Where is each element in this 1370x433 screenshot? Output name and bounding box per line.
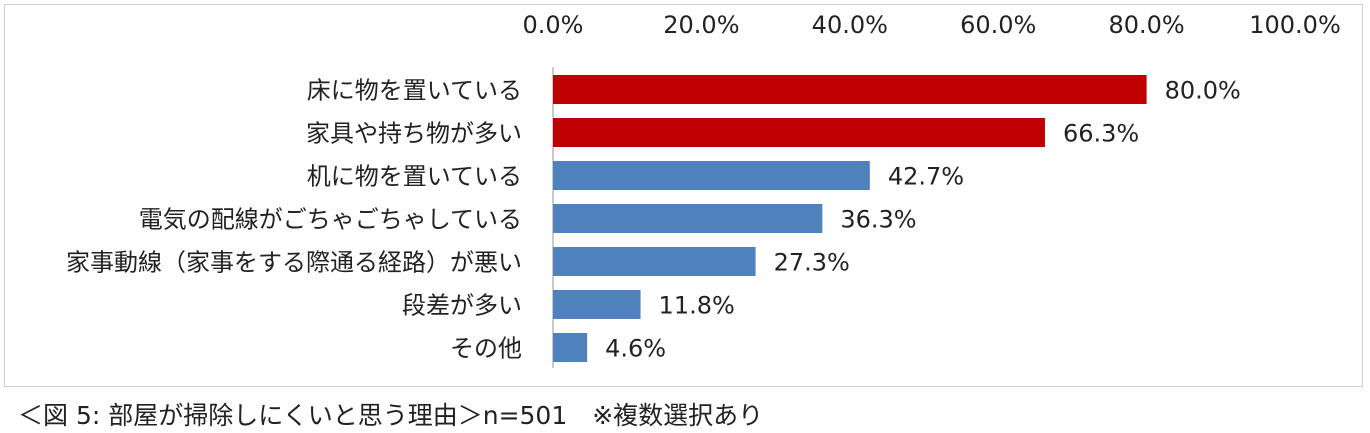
category-label: 机に物を置いている [307,163,522,191]
category-label: 家具や持ち物が多い [306,120,522,148]
bar-chart: 0.0% 20.0% 40.0% 60.0% 80.0% 100.0% 床に物を置いている 8… [66,11,1341,368]
bar [553,118,1045,147]
bar [553,75,1147,104]
category-label: 電気の配線がごちゃごちゃしている [139,206,522,234]
x-tick-label: 40.0% [812,11,888,39]
x-tick-label: 20.0% [663,11,739,39]
bar [553,161,870,190]
x-tick-label: 60.0% [960,11,1036,39]
x-tick-label: 0.0% [523,11,584,39]
data-label: 36.3% [840,206,916,234]
category-label: 家事動線（家事をする際通る経路）が悪い [66,249,522,277]
data-label: 11.8% [659,292,735,320]
data-label: 27.3% [774,249,850,277]
category-label: 段差が多い [402,292,522,320]
x-tick-label: 80.0% [1108,11,1184,39]
x-tick-label: 100.0% [1249,11,1341,39]
category-label: 床に物を置いている [307,77,522,105]
bar [553,204,823,233]
bar [553,247,756,276]
data-label: 80.0% [1165,77,1241,105]
bar [553,290,641,319]
data-label: 66.3% [1063,120,1139,148]
data-label: 42.7% [888,163,964,191]
bar [553,333,588,362]
chart-frame [4,4,1363,387]
category-label: その他 [450,335,522,363]
data-label: 4.6% [605,335,666,363]
figure-caption: ＜図 5: 部屋が掃除しにくいと思う理由＞n=501 ※複数選択あり [18,401,764,430]
